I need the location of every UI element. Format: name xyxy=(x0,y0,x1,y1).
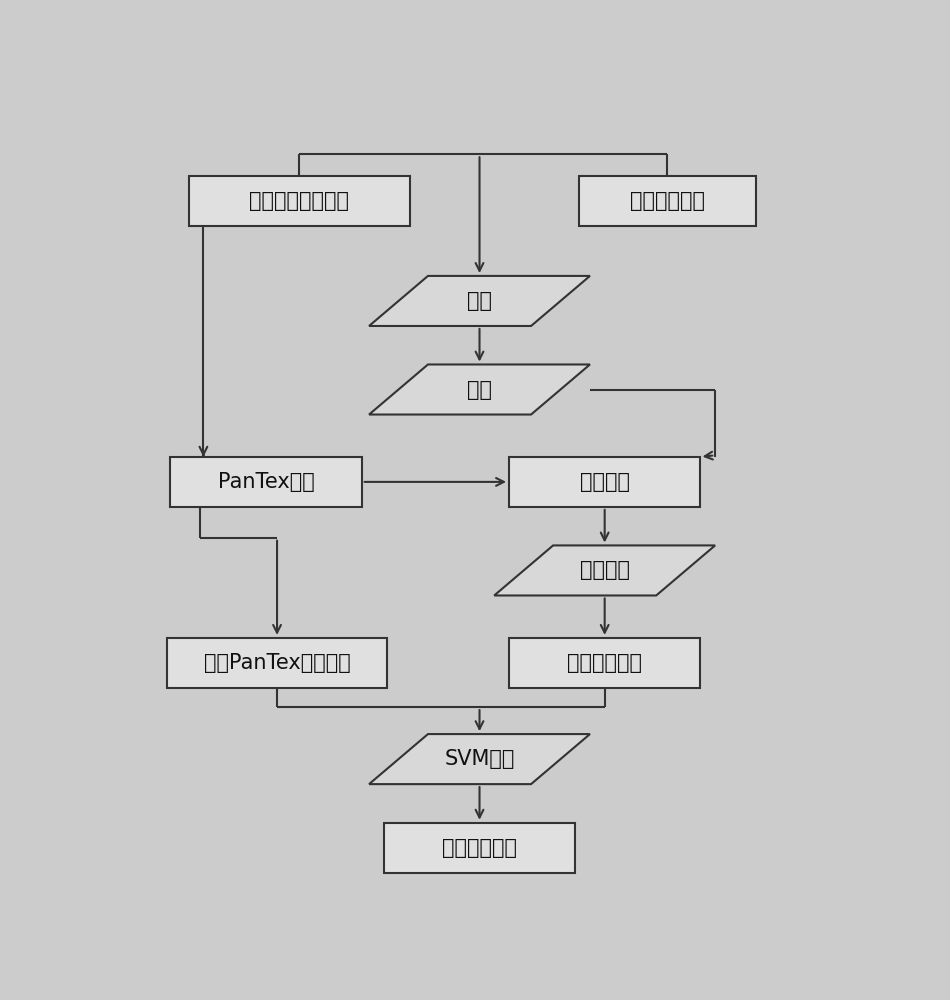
Bar xyxy=(509,457,700,507)
Polygon shape xyxy=(369,364,590,415)
Text: 直线提取: 直线提取 xyxy=(580,560,630,580)
Bar xyxy=(166,638,388,688)
Text: 图斌直线特征: 图斌直线特征 xyxy=(567,653,642,673)
Text: 图斌对象: 图斌对象 xyxy=(580,472,630,492)
Text: 图斌PanTex指数特征: 图斌PanTex指数特征 xyxy=(203,653,351,673)
Text: SVM分类: SVM分类 xyxy=(445,749,515,769)
Text: 土地利用图斌: 土地利用图斌 xyxy=(630,191,705,211)
Text: 掩模: 掩模 xyxy=(467,379,492,399)
Bar xyxy=(509,638,700,688)
Polygon shape xyxy=(369,276,590,326)
Text: 高分辨率遥感影像: 高分辨率遥感影像 xyxy=(249,191,350,211)
Bar xyxy=(384,823,576,873)
Bar xyxy=(170,457,362,507)
Text: 配准: 配准 xyxy=(467,291,492,311)
Text: 建设用地图斌: 建设用地图斌 xyxy=(442,838,517,858)
Polygon shape xyxy=(494,545,715,595)
Bar xyxy=(579,176,755,226)
Text: PanTex图像: PanTex图像 xyxy=(218,472,314,492)
Bar xyxy=(189,176,409,226)
Polygon shape xyxy=(369,734,590,784)
